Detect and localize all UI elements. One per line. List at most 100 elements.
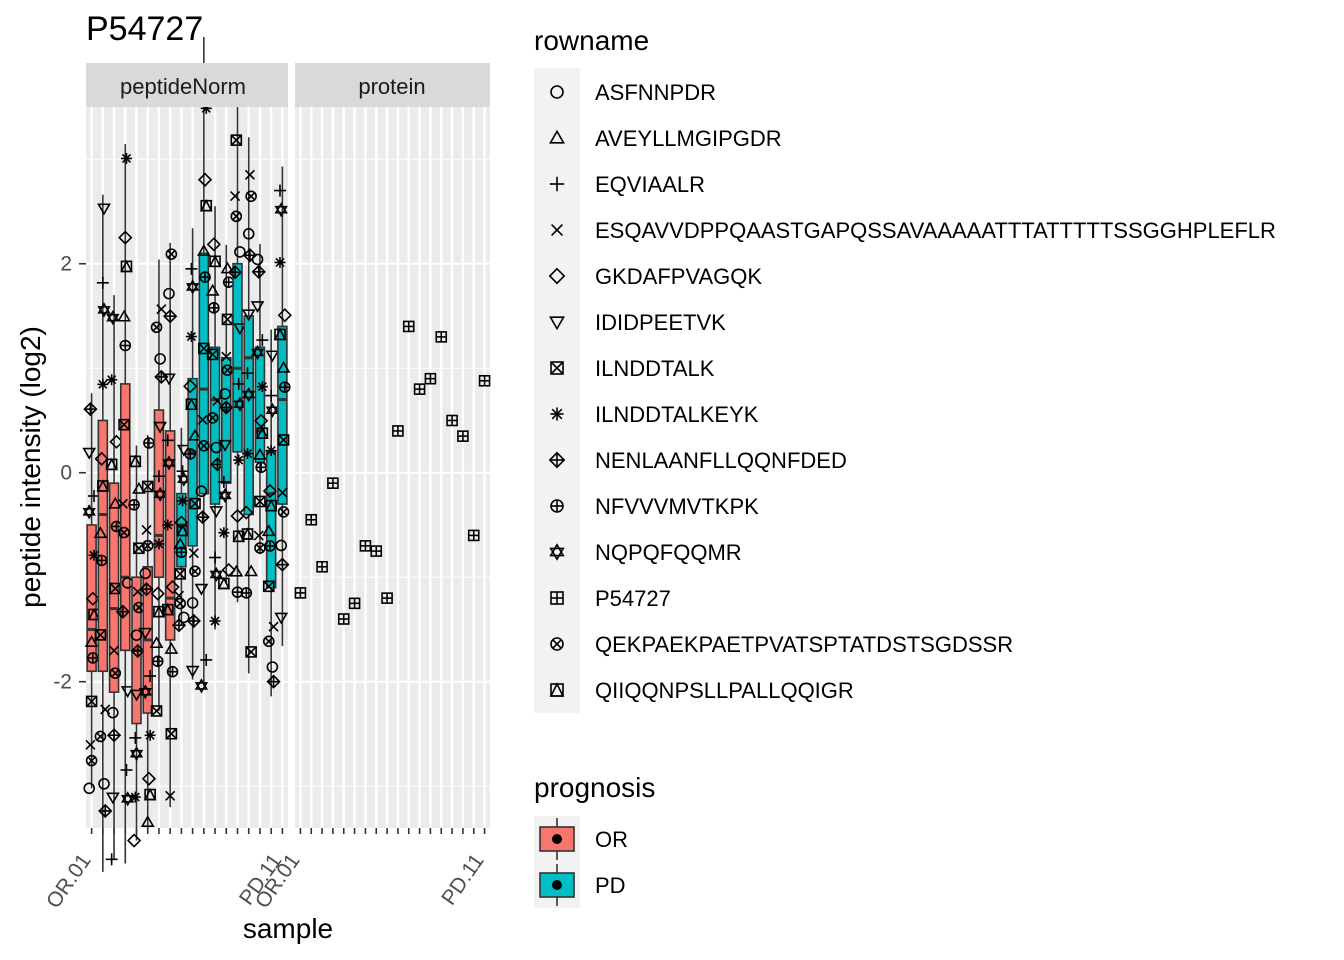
marker-circle [234, 246, 246, 258]
marker-circle [251, 253, 264, 266]
marker-plus [161, 434, 174, 447]
marker-plus [273, 184, 286, 197]
marker-star-of-david [242, 387, 256, 403]
marker-triangle-down [233, 323, 247, 336]
marker-star-of-david [233, 396, 247, 412]
marker-plus [241, 367, 254, 380]
marker-plus [232, 377, 245, 390]
protein-point-1 [294, 587, 307, 599]
box-sample-13 [217, 244, 236, 590]
marker-circle-plus [208, 302, 220, 314]
box-sample-9 [171, 427, 191, 633]
marker-circle [219, 388, 231, 400]
box-sample-3 [105, 295, 124, 866]
marker-diamond [165, 579, 180, 595]
marker-triangle [188, 428, 202, 441]
marker-diamond-plus [219, 400, 234, 415]
marker-asterisk [129, 791, 141, 803]
x-tick-label: PD.11 [437, 850, 488, 910]
marker-triangle [84, 635, 99, 647]
marker-triangle-down [82, 447, 97, 460]
marker-diamond-plus [548, 451, 566, 469]
marker-circle-plus [199, 271, 211, 283]
legend-prognosis-title: prognosis [534, 772, 655, 803]
marker-asterisk [242, 448, 254, 460]
marker-circle [98, 778, 110, 790]
marker-diamond-plus [106, 728, 122, 743]
marker-star-of-david [265, 402, 280, 418]
marker-square-cross [118, 418, 130, 431]
marker-cross [156, 304, 167, 315]
legend-entry-label: ILNDDTALKEYK [595, 402, 759, 427]
box [232, 262, 243, 453]
marker-circle-plus [255, 461, 267, 474]
marker-cross [108, 645, 120, 656]
marker-cross [221, 351, 232, 362]
marker-square-triangle [143, 787, 157, 801]
box [198, 252, 210, 495]
marker-star-of-david [138, 684, 152, 700]
marker-plus [256, 334, 269, 347]
marker-triangle-down [105, 792, 120, 805]
marker-triangle [149, 636, 164, 649]
box-sample-11 [194, 36, 213, 694]
marker-plus [209, 551, 222, 564]
box-sample-8 [161, 242, 180, 808]
marker-circle-plus [264, 540, 276, 552]
panel-background-peptidenorm [86, 107, 288, 828]
marker-circle [139, 567, 152, 580]
legend-rowname: ASFNNPDR AVEYLLMGIPGDR EQVIAALR ESQAVVDPPQA… [534, 68, 1276, 713]
legend-entry-label: NQPQFQQMR [595, 540, 742, 565]
marker-square-triangle [96, 479, 110, 492]
marker-plus [200, 653, 213, 666]
marker-asterisk [209, 615, 221, 627]
marker-asterisk [177, 495, 189, 507]
marker-circle [186, 597, 199, 609]
marker-triangle [253, 447, 267, 460]
marker-triangle [108, 496, 123, 509]
marker-square-cross [85, 695, 98, 708]
protein-point-18 [478, 374, 491, 387]
box [220, 356, 232, 484]
x-tick-label: OR.01 [42, 850, 96, 913]
marker-diamond [221, 562, 236, 578]
marker-square-plus [550, 591, 564, 605]
marker-diamond [183, 379, 198, 394]
marker-triangle [93, 526, 108, 539]
marker-diamond-plus [98, 803, 113, 819]
marker-square-triangle [120, 259, 133, 273]
marker-star-of-david [82, 504, 96, 520]
marker-cross [212, 395, 223, 407]
marker-star-of-david [194, 678, 209, 694]
marker-diamond [239, 505, 254, 520]
marker-diamond-plus [115, 604, 131, 619]
marker-square-triangle [549, 682, 565, 697]
marker-triangle [196, 244, 211, 256]
marker-square-triangle [264, 498, 278, 512]
marker-triangle [205, 283, 220, 296]
marker-cross [277, 487, 288, 498]
marker-circle-plus [240, 587, 253, 599]
marker-star-of-david [153, 486, 167, 502]
marker-asterisk [550, 407, 564, 421]
y-axis-label: peptide intensity (log2) [15, 326, 46, 608]
marker-star-of-david [106, 310, 120, 326]
box [265, 451, 277, 589]
marker-square-triangle [241, 527, 254, 540]
marker-circle-plus [550, 499, 564, 513]
protein-point-7 [359, 540, 372, 552]
marker-cross [551, 224, 563, 236]
marker-diamond [548, 267, 566, 285]
protein-point-13 [424, 372, 437, 385]
legend-entry-label: QIIQQNPSLLPALLQQIGR [595, 678, 854, 703]
marker-circle-plus [87, 652, 99, 664]
protein-point-2 [305, 513, 318, 526]
panel-background-protein [295, 107, 490, 828]
box-sample-5 [126, 445, 146, 848]
marker-square-triangle [161, 602, 175, 616]
marker-circle-plus [166, 665, 179, 678]
marker-circle [195, 485, 208, 498]
marker-plus [120, 764, 133, 777]
marker-diamond [277, 308, 292, 323]
marker-asterisk [218, 527, 230, 539]
